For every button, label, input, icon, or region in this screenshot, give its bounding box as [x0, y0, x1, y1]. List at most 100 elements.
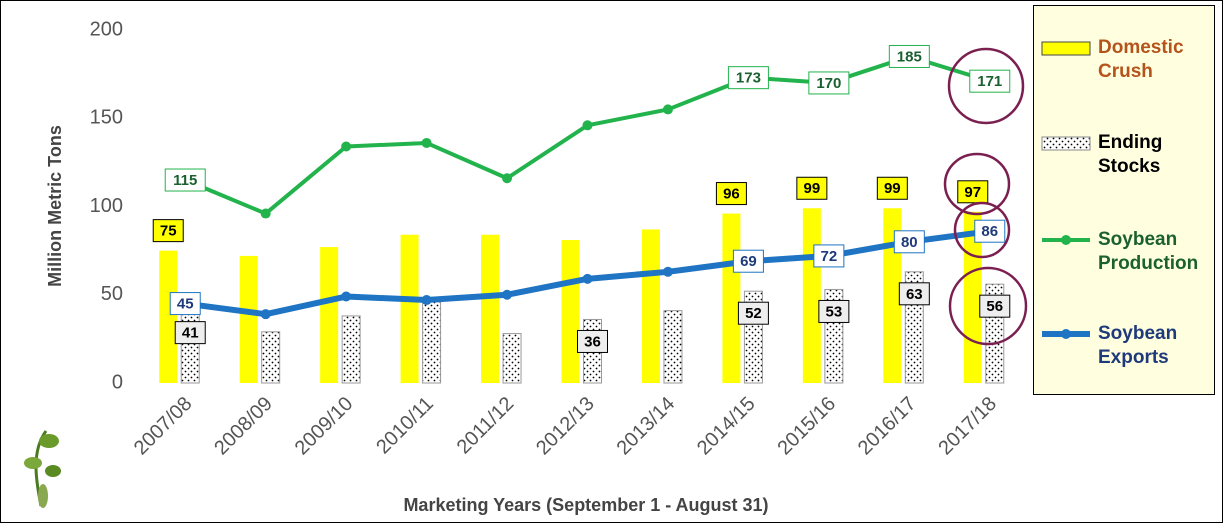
legend-item: Domestic Crush	[1040, 36, 1213, 84]
data-label-box	[715, 182, 747, 206]
point	[421, 137, 432, 148]
bar	[561, 240, 580, 383]
data-label: 97	[964, 184, 981, 201]
x-tick-label: 2016/17	[854, 393, 921, 460]
data-label: 99	[804, 180, 821, 197]
legend-swatch	[1042, 235, 1090, 245]
data-label-box	[969, 69, 1011, 93]
y-tick-label: 100	[90, 195, 123, 217]
data-label-box	[898, 282, 930, 306]
point	[260, 208, 271, 219]
y-tick-label: 150	[90, 107, 123, 129]
bar	[261, 331, 281, 384]
y-tick-label: 50	[101, 283, 123, 305]
data-label: 52	[745, 305, 762, 322]
data-label: 170	[816, 75, 841, 92]
legend-label: Ending Stocks	[1098, 132, 1163, 177]
data-label: 86	[981, 223, 998, 240]
data-label-box	[888, 44, 930, 68]
data-label: 36	[584, 333, 601, 350]
x-tick-label: 2009/10	[291, 393, 358, 460]
legend-swatch	[1042, 329, 1090, 339]
data-label-box	[169, 292, 201, 316]
data-label: 69	[740, 253, 757, 270]
point	[582, 273, 593, 284]
bar	[663, 310, 683, 384]
bar	[722, 213, 741, 383]
line	[184, 228, 991, 318]
x-tick-label: 2011/12	[453, 393, 519, 459]
legend-swatch	[1041, 136, 1091, 151]
data-label-box	[737, 301, 769, 325]
data-label-box	[577, 329, 608, 353]
bar	[802, 208, 821, 383]
data-label: 72	[821, 248, 838, 265]
data-label: 75	[160, 223, 177, 240]
bar	[502, 333, 522, 384]
data-label: 185	[897, 48, 922, 65]
point	[502, 173, 513, 184]
point	[260, 309, 271, 320]
data-label: 56	[986, 298, 1003, 315]
line	[184, 54, 991, 216]
x-tick-label: 2012/13	[532, 393, 599, 460]
annotation-circle	[953, 201, 1011, 259]
legend: Domestic Crush Ending Stocks Soybean Produ…	[1033, 5, 1215, 395]
x-tick-label: 2014/15	[693, 393, 760, 460]
legend-item: Ending Stocks	[1040, 131, 1213, 179]
x-tick-label: 2008/09	[210, 393, 277, 460]
x-tick-label: 2010/11	[372, 393, 438, 459]
x-tick-label: 2015/16	[773, 393, 840, 460]
data-label: 63	[906, 286, 923, 303]
bar	[341, 315, 361, 384]
x-tick-label: 2013/14	[613, 393, 680, 460]
data-label-box	[796, 176, 828, 200]
legend-item: Soybean Exports	[1040, 322, 1213, 370]
data-label-box	[893, 230, 925, 254]
data-label-box	[732, 249, 764, 273]
chart: Million Metric Tons Marketing Years (Sep…	[24, 18, 1028, 515]
data-label: 99	[884, 180, 901, 197]
data-label-box	[979, 294, 1011, 318]
legend-swatch	[1041, 41, 1091, 56]
data-label: 41	[182, 325, 199, 342]
legend-label: Domestic Crush	[1098, 37, 1184, 82]
bar	[641, 229, 660, 383]
legend-label: Soybean Exports	[1098, 323, 1178, 368]
bar	[481, 234, 500, 383]
data-label-box	[974, 219, 1006, 243]
data-label: 53	[826, 303, 843, 320]
point	[662, 104, 673, 115]
data-label: 173	[736, 70, 761, 87]
data-label-box	[727, 66, 769, 90]
x-tick-label: 2017/18	[934, 393, 1001, 460]
point	[582, 120, 593, 131]
legend-item: Soybean Production	[1040, 228, 1213, 276]
point	[341, 141, 352, 152]
data-label: 80	[901, 234, 918, 251]
bar	[422, 301, 442, 384]
data-label-box	[957, 180, 989, 204]
point	[341, 291, 352, 302]
bar	[239, 255, 258, 383]
data-label: 45	[177, 296, 194, 313]
data-label-box	[808, 71, 850, 95]
y-tick-label: 200	[90, 18, 123, 40]
y-tick-label: 0	[112, 371, 123, 393]
data-label-box	[876, 176, 908, 200]
soybean-icon	[24, 430, 61, 508]
x-tick-label: 2007/08	[130, 393, 197, 460]
data-label-box	[174, 321, 206, 345]
legend-label: Soybean Production	[1098, 229, 1199, 274]
bar	[400, 234, 419, 383]
data-label-box	[164, 168, 206, 192]
point	[502, 289, 513, 300]
data-label: 96	[723, 186, 740, 203]
bar	[320, 247, 339, 383]
data-label-box	[818, 299, 850, 323]
data-label-box	[152, 219, 184, 243]
data-label: 171	[977, 73, 1002, 90]
x-axis-title: Marketing Years (September 1 - August 31…	[403, 495, 768, 515]
data-label-box	[813, 244, 845, 268]
